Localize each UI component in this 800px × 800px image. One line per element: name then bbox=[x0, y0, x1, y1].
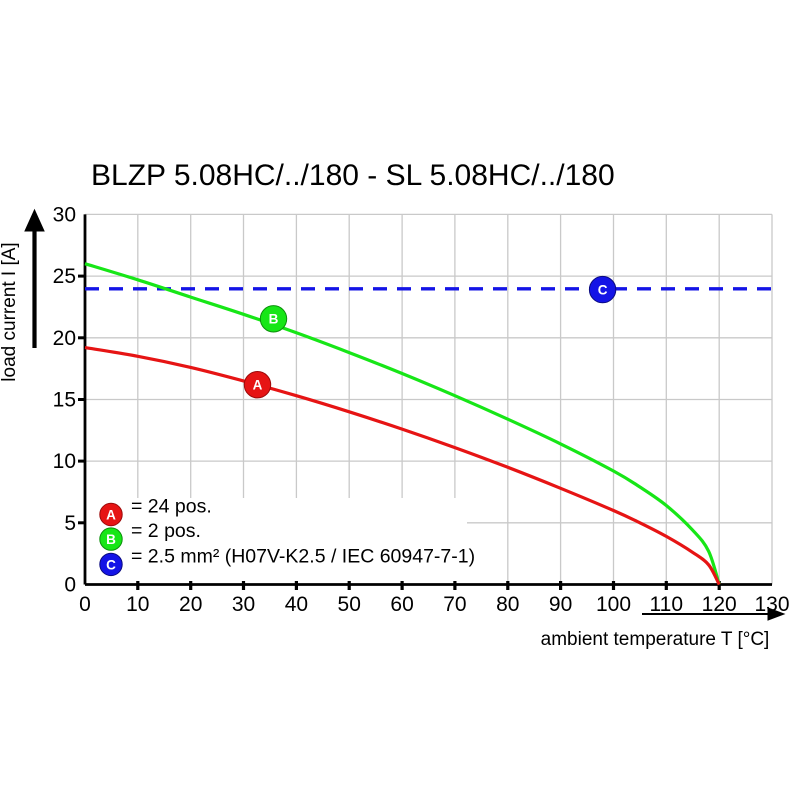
svg-text:120: 120 bbox=[702, 593, 737, 616]
svg-text:20: 20 bbox=[179, 593, 202, 616]
svg-text:40: 40 bbox=[285, 593, 308, 616]
svg-text:ambient temperature T [°C]: ambient temperature T [°C] bbox=[541, 629, 770, 650]
svg-text:0: 0 bbox=[79, 593, 91, 616]
svg-text:A: A bbox=[106, 508, 116, 523]
svg-text:10: 10 bbox=[53, 450, 76, 473]
svg-text:10: 10 bbox=[126, 593, 149, 616]
svg-text:C: C bbox=[598, 283, 608, 298]
svg-text:BLZP 5.08HC/../180 - SL 5.08HC: BLZP 5.08HC/../180 - SL 5.08HC/../180 bbox=[91, 159, 615, 192]
svg-text:30: 30 bbox=[53, 203, 76, 226]
svg-text:20: 20 bbox=[53, 327, 76, 350]
svg-text:= 2.5 mm² (H07V-K2.5 / IEC 609: = 2.5 mm² (H07V-K2.5 / IEC 60947-7-1) bbox=[131, 545, 475, 567]
svg-text:30: 30 bbox=[232, 593, 255, 616]
svg-text:B: B bbox=[106, 532, 116, 547]
svg-text:0: 0 bbox=[64, 574, 76, 597]
svg-text:= 2 pos.: = 2 pos. bbox=[131, 520, 201, 542]
svg-text:50: 50 bbox=[338, 593, 361, 616]
svg-text:5: 5 bbox=[64, 512, 76, 535]
svg-text:100: 100 bbox=[596, 593, 631, 616]
svg-text:90: 90 bbox=[549, 593, 572, 616]
svg-text:C: C bbox=[106, 557, 116, 572]
svg-text:60: 60 bbox=[390, 593, 413, 616]
svg-text:80: 80 bbox=[496, 593, 519, 616]
svg-text:load current I [A]: load current I [A] bbox=[0, 242, 20, 381]
svg-text:25: 25 bbox=[53, 265, 76, 288]
svg-text:A: A bbox=[253, 378, 263, 393]
svg-text:110: 110 bbox=[650, 593, 683, 616]
svg-text:15: 15 bbox=[53, 389, 76, 412]
svg-text:B: B bbox=[269, 312, 279, 327]
svg-text:70: 70 bbox=[443, 593, 466, 616]
svg-text:= 24 pos.: = 24 pos. bbox=[131, 496, 212, 518]
